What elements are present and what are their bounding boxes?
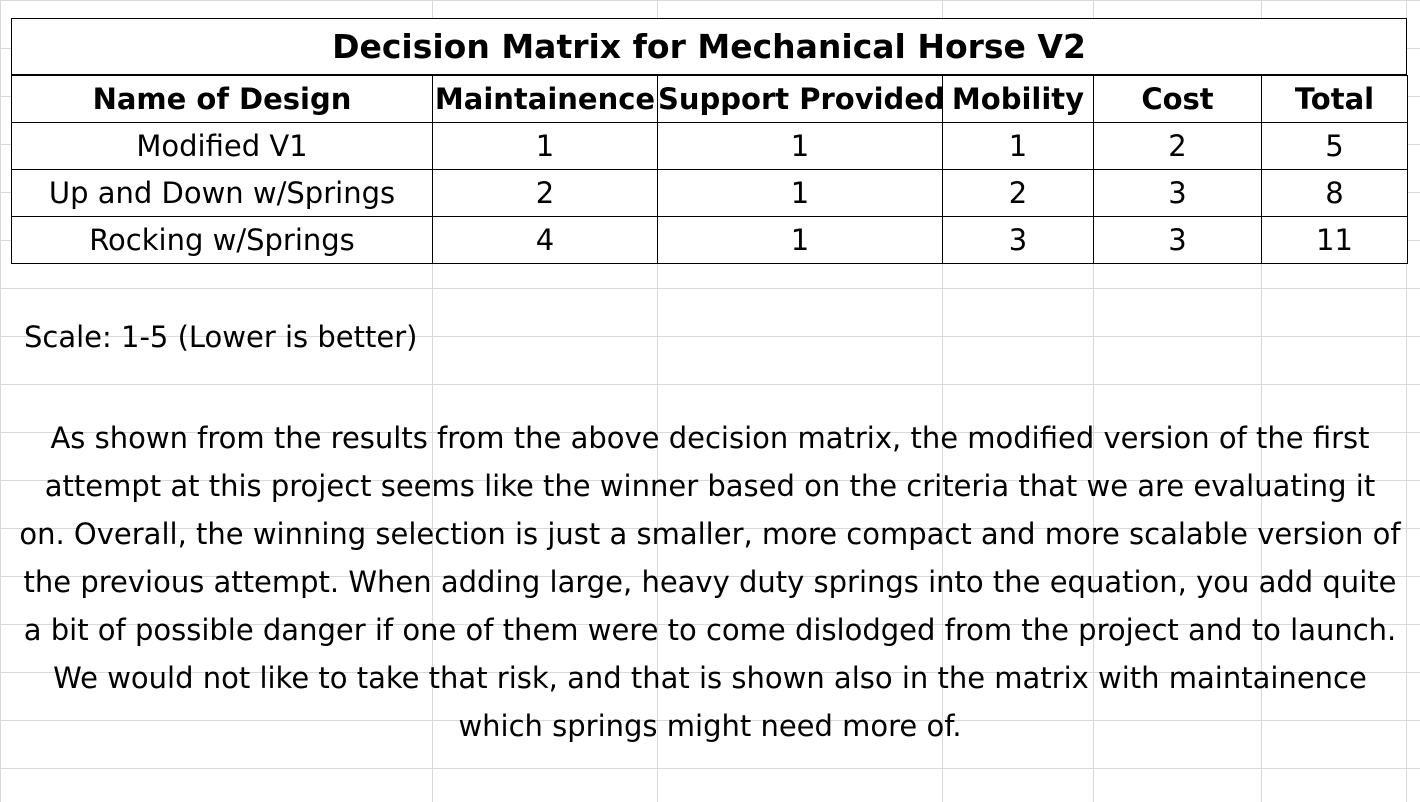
grid-column-line	[942, 0, 943, 802]
header-cell[interactable]: Name of Design	[11, 75, 433, 123]
table-row: Rocking w/Springs 4 1 3 3 11	[11, 216, 1408, 264]
matrix-title[interactable]: Decision Matrix for Mechanical Horse V2	[11, 18, 1407, 75]
table-cell[interactable]: Rocking w/Springs	[11, 216, 433, 264]
header-cell[interactable]: Maintainence	[432, 75, 658, 123]
table-cell[interactable]: 2	[1093, 122, 1262, 170]
header-cell[interactable]: Mobility	[942, 75, 1094, 123]
table-cell[interactable]: 1	[942, 122, 1094, 170]
table-row: Modified V1 1 1 1 2 5	[11, 122, 1408, 170]
table-cell[interactable]: 3	[942, 216, 1094, 264]
grid-column-line	[1261, 0, 1262, 802]
header-row: Name of Design Maintainence Support Prov…	[11, 75, 1408, 123]
decision-matrix-table: Name of Design Maintainence Support Prov…	[11, 75, 1408, 264]
table-cell[interactable]: Modified V1	[11, 122, 433, 170]
table-cell[interactable]: 3	[1093, 169, 1262, 217]
table-cell[interactable]: 8	[1261, 169, 1408, 217]
table-cell[interactable]: 2	[942, 169, 1094, 217]
header-cell[interactable]: Support Provided	[657, 75, 943, 123]
header-cell[interactable]: Total	[1261, 75, 1408, 123]
grid-column-line	[1093, 0, 1094, 802]
header-cell[interactable]: Cost	[1093, 75, 1262, 123]
table-cell[interactable]: 4	[432, 216, 658, 264]
grid-column-line	[432, 0, 433, 802]
table-cell[interactable]: 1	[657, 169, 943, 217]
table-cell[interactable]: 1	[657, 216, 943, 264]
table-cell[interactable]: 1	[657, 122, 943, 170]
conclusion-text[interactable]: As shown from the results from the above…	[19, 421, 1401, 743]
table-cell[interactable]: Up and Down w/Springs	[11, 169, 433, 217]
table-cell[interactable]: 1	[432, 122, 658, 170]
table-cell[interactable]: 5	[1261, 122, 1408, 170]
scale-note[interactable]: Scale: 1-5 (Lower is better)	[24, 320, 418, 354]
grid-column-line	[1406, 0, 1407, 802]
grid-column-line	[657, 0, 658, 802]
table-cell[interactable]: 2	[432, 169, 658, 217]
table-cell[interactable]: 3	[1093, 216, 1262, 264]
table-cell[interactable]: 11	[1261, 216, 1408, 264]
table-row: Up and Down w/Springs 2 1 2 3 8	[11, 169, 1408, 217]
